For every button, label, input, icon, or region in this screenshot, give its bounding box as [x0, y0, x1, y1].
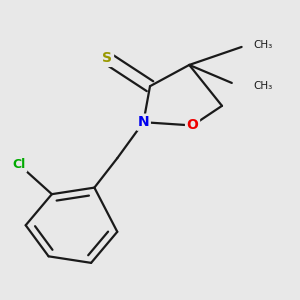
- Text: Cl: Cl: [13, 158, 26, 171]
- Text: S: S: [103, 51, 112, 65]
- Text: CH₃: CH₃: [253, 81, 272, 91]
- Text: CH₃: CH₃: [253, 40, 272, 50]
- Text: N: N: [138, 115, 149, 129]
- Text: O: O: [187, 118, 199, 133]
